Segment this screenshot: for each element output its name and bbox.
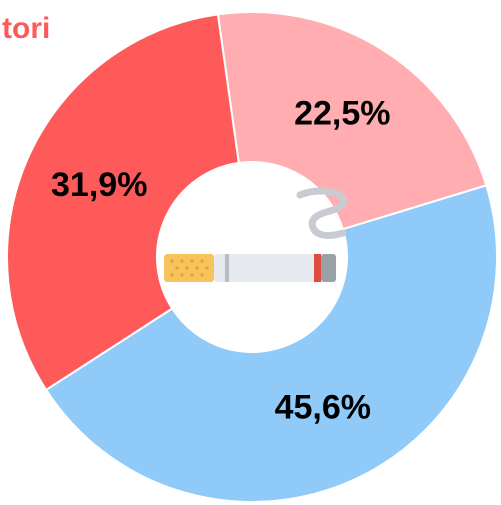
value-label: 22,5% xyxy=(294,94,390,132)
chart-title: tori xyxy=(2,12,50,45)
band xyxy=(225,254,229,282)
smoke xyxy=(296,187,347,240)
value-label: 31,9% xyxy=(51,166,147,204)
donut-slice xyxy=(6,13,240,392)
slices xyxy=(6,11,498,503)
ember xyxy=(314,254,321,282)
filter-dots xyxy=(170,259,209,277)
ash xyxy=(321,254,336,282)
paper xyxy=(214,254,336,282)
value-label: 45,6% xyxy=(275,388,371,426)
donut-slice xyxy=(44,184,498,503)
cigarette-icon xyxy=(164,187,347,282)
donut-slice xyxy=(216,11,488,231)
